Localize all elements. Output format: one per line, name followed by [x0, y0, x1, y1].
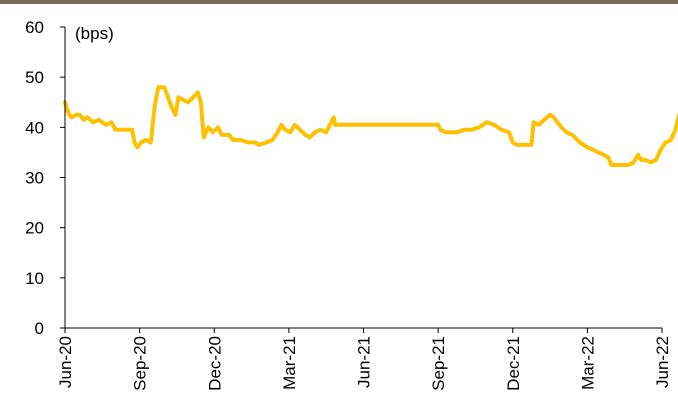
plot-area	[63, 85, 678, 167]
y-tick-label: 0	[35, 319, 44, 338]
series-line	[63, 85, 678, 167]
x-tick-label: Jun-22	[653, 336, 672, 388]
y-tick-label: 20	[25, 219, 44, 238]
y-tick-label: 30	[25, 169, 44, 188]
x-tick-label: Sep-20	[131, 336, 150, 391]
y-tick-label: 40	[25, 118, 44, 137]
top-border	[0, 0, 678, 4]
x-tick-label: Jun-21	[355, 336, 374, 388]
y-tick-label: 50	[25, 68, 44, 87]
x-tick-label: Mar-21	[280, 336, 299, 390]
y-tick-label: 10	[25, 269, 44, 288]
x-tick-label: Mar-22	[578, 336, 597, 390]
x-tick-label: Dec-20	[205, 336, 224, 391]
x-tick-label: Dec-21	[504, 336, 523, 391]
axes: 0 10 20 30 40 50 60 Jun-20 Sep-20 Dec-20 Mar-21 Jun…	[25, 18, 672, 391]
unit-label: (bps)	[75, 24, 114, 43]
x-tick-label: Sep-21	[429, 336, 448, 391]
y-tick-label: 60	[25, 18, 44, 37]
x-tick-label: Jun-20	[56, 336, 75, 388]
